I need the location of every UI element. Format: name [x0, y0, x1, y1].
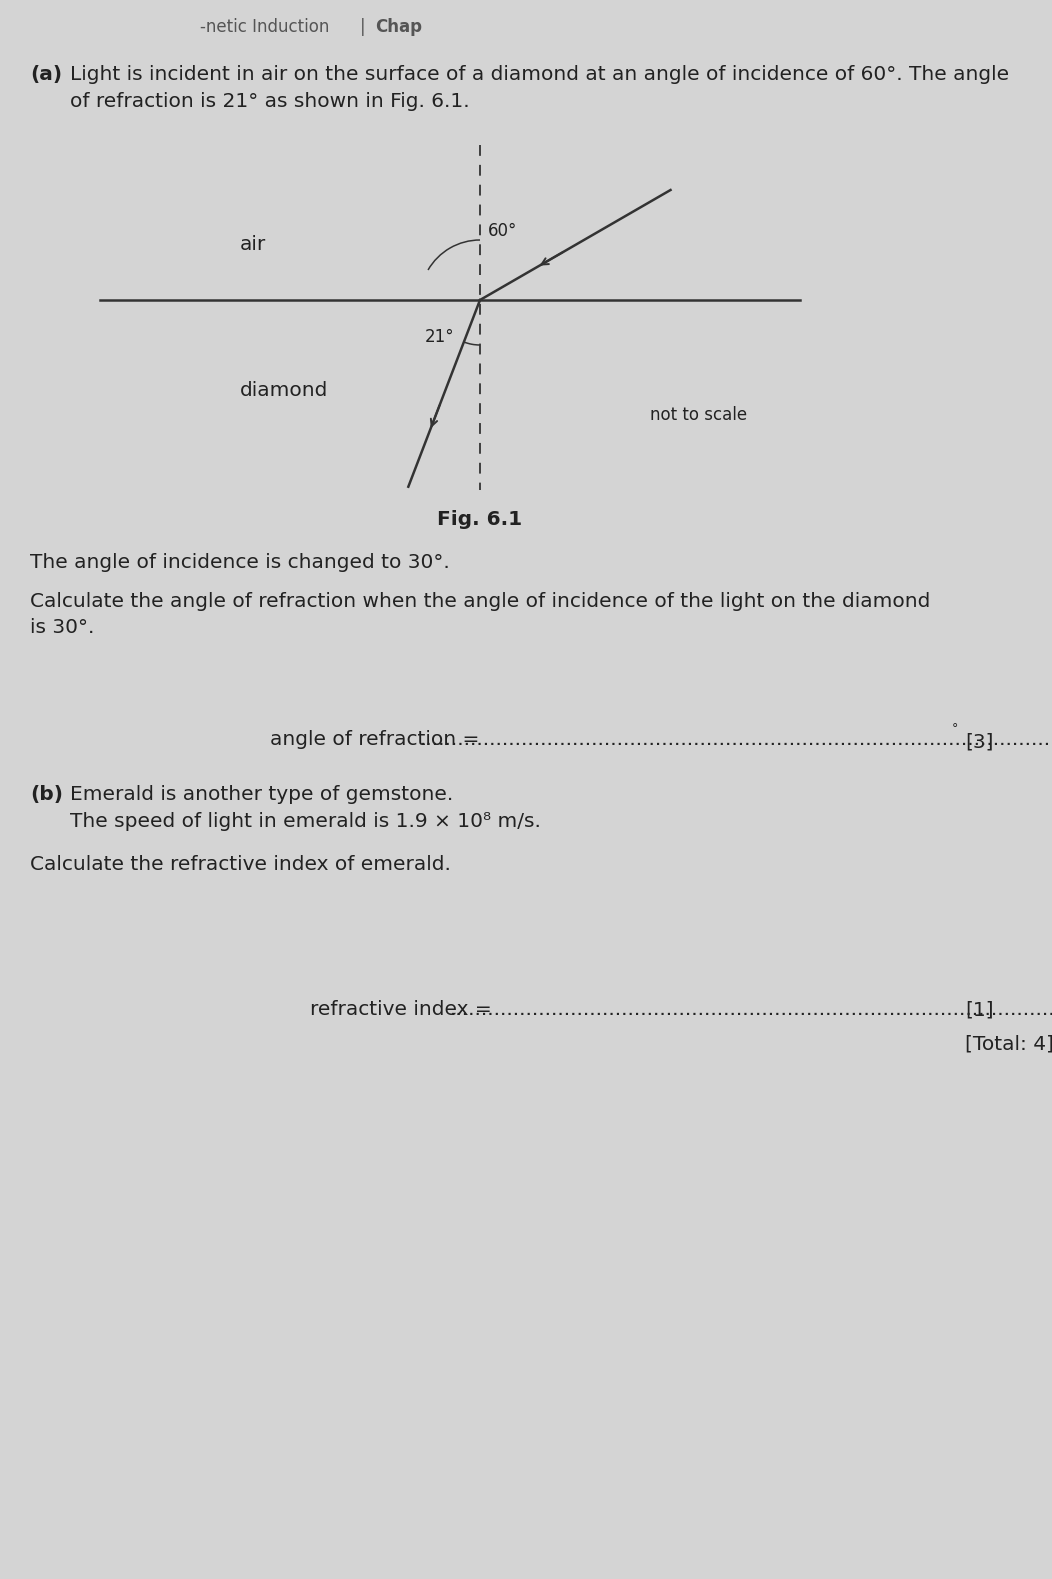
Text: (a): (a)	[31, 65, 62, 84]
Text: refractive index =: refractive index =	[310, 1000, 499, 1018]
Text: not to scale: not to scale	[650, 406, 747, 425]
Text: diamond: diamond	[240, 381, 328, 399]
Text: (b): (b)	[31, 785, 63, 804]
Text: Fig. 6.1: Fig. 6.1	[438, 510, 523, 529]
Text: Calculate the angle of refraction when the angle of incidence of the light on th: Calculate the angle of refraction when t…	[31, 592, 930, 611]
Text: Chap: Chap	[375, 17, 422, 36]
Text: -netic Induction: -netic Induction	[200, 17, 329, 36]
Text: ................................................................................: ........................................…	[450, 1000, 1052, 1018]
Text: |: |	[360, 17, 366, 36]
Text: The angle of incidence is changed to 30°.: The angle of incidence is changed to 30°…	[31, 553, 450, 572]
Text: ................................................................................: ........................................…	[420, 729, 1052, 748]
Text: of refraction is 21° as shown in Fig. 6.1.: of refraction is 21° as shown in Fig. 6.…	[70, 92, 469, 111]
Text: 21°: 21°	[425, 328, 454, 346]
Text: Calculate the refractive index of emerald.: Calculate the refractive index of emeral…	[31, 854, 451, 875]
Text: air: air	[240, 235, 266, 254]
Text: °: °	[952, 722, 958, 734]
Text: [1]: [1]	[965, 1000, 994, 1018]
Text: is 30°.: is 30°.	[31, 617, 95, 636]
Text: [Total: 4]: [Total: 4]	[965, 1034, 1052, 1055]
Text: The speed of light in emerald is 1.9 × 10⁸ m/s.: The speed of light in emerald is 1.9 × 1…	[70, 812, 541, 831]
Text: [3]: [3]	[965, 733, 993, 752]
Text: Light is incident in air on the surface of a diamond at an angle of incidence of: Light is incident in air on the surface …	[70, 65, 1009, 84]
Text: Emerald is another type of gemstone.: Emerald is another type of gemstone.	[70, 785, 453, 804]
Text: angle of refraction =: angle of refraction =	[270, 729, 486, 748]
Text: 60°: 60°	[488, 223, 518, 240]
